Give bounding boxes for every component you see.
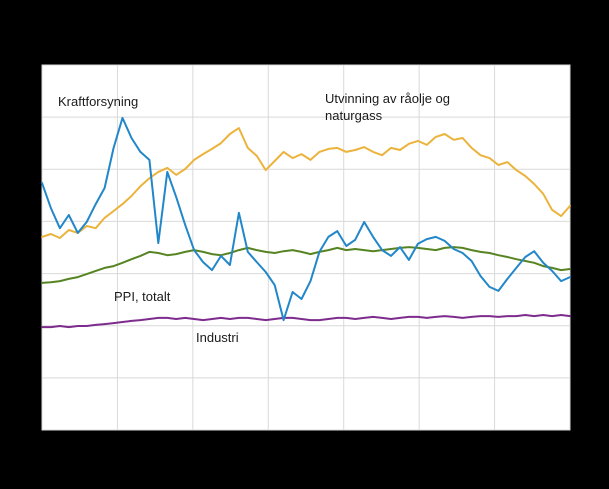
series-label-industri: Industri [196, 330, 239, 345]
series-line-utvinning-raolje-naturgass [41, 127, 571, 239]
series-line-kraftforsyning [41, 116, 571, 322]
series-line-ppi-totalt [41, 246, 571, 284]
series-line-industri [41, 314, 571, 329]
series-label-kraftforsyning: Kraftforsyning [58, 94, 139, 109]
plot-area [41, 64, 571, 431]
series-label-utvinning-raolje-naturgass: Utvinning av råolje og naturgass [325, 91, 451, 123]
series-label-ppi-totalt: PPI, totalt [114, 289, 171, 304]
